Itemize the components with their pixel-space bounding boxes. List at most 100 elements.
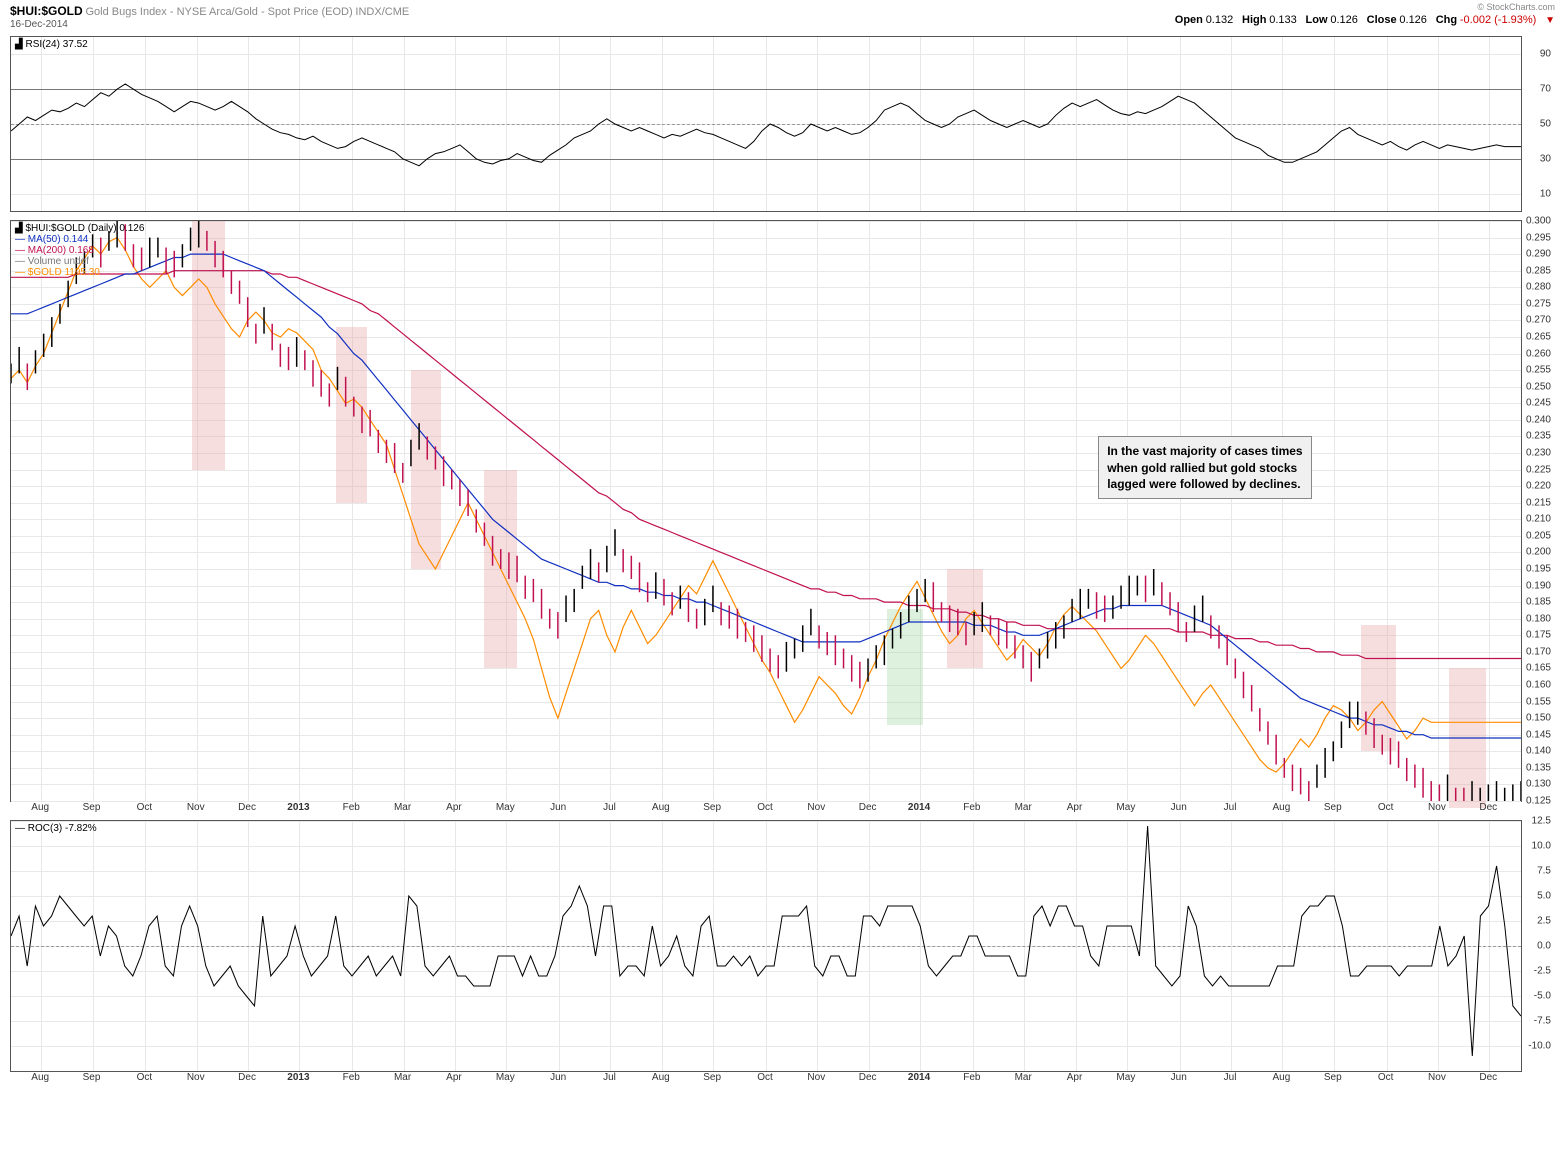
xaxis-label: May [1116, 1072, 1135, 1083]
xaxis-label: Oct [1378, 802, 1394, 813]
xaxis-label: Jun [550, 1072, 566, 1083]
main-ytick: 0.190 [1526, 580, 1551, 591]
main-ytick: 0.255 [1526, 365, 1551, 376]
xaxis-label: Apr [1067, 1072, 1083, 1083]
xaxis-label: Jun [1171, 1072, 1187, 1083]
main-ytick: 0.195 [1526, 564, 1551, 575]
xaxis-label: Jun [550, 802, 566, 813]
open-value: 0.132 [1206, 14, 1234, 26]
main-ytick: 0.300 [1526, 216, 1551, 227]
xaxis-label: Nov [807, 802, 825, 813]
rsi-panel: 1030507090▟ RSI(24) 37.52 [10, 36, 1522, 212]
xaxis-label: Aug [31, 1072, 49, 1083]
xaxis-label: Aug [652, 802, 670, 813]
xaxis-labels-upper: AugSepOctNovDec2013FebMarAprMayJunJulAug… [10, 802, 1520, 816]
roc-ytick: 10.0 [1532, 841, 1551, 852]
main-ytick: 0.160 [1526, 680, 1551, 691]
xaxis-label: Mar [394, 802, 411, 813]
main-ytick: 0.215 [1526, 497, 1551, 508]
xaxis-label: Nov [187, 802, 205, 813]
xaxis-label: Oct [757, 1072, 773, 1083]
main-legend-item: ▟ $HUI:$GOLD (Daily) 0.126 [15, 223, 144, 234]
xaxis-label: Nov [187, 1072, 205, 1083]
symbol-description: Gold Bugs Index - NYSE Arca/Gold - Spot … [85, 6, 352, 18]
main-price-panel: 0.1250.1300.1350.1400.1450.1500.1550.160… [10, 220, 1522, 802]
xaxis-label: Feb [963, 802, 980, 813]
ohlc-row: Open 0.132 High 0.133 Low 0.126 Close 0.… [1175, 14, 1555, 26]
xaxis-label: 2014 [908, 802, 930, 813]
xaxis-label: Nov [1428, 1072, 1446, 1083]
xaxis-label: Sep [703, 1072, 721, 1083]
main-ytick: 0.295 [1526, 232, 1551, 243]
main-ytick: 0.290 [1526, 249, 1551, 260]
roc-ytick: 0.0 [1537, 941, 1551, 952]
main-legend-item: — MA(200) 0.168 [15, 245, 94, 256]
xaxis-label: Sep [83, 1072, 101, 1083]
exchange: INDX/CME [355, 6, 409, 18]
xaxis-label: Apr [446, 1072, 462, 1083]
xaxis-label: Sep [1324, 802, 1342, 813]
xaxis-label: Sep [1324, 1072, 1342, 1083]
xaxis-label: Dec [238, 1072, 256, 1083]
high-value: 0.133 [1269, 14, 1297, 26]
xaxis-label: Dec [238, 802, 256, 813]
xaxis-label: Apr [1067, 802, 1083, 813]
roc-ytick: 12.5 [1532, 816, 1551, 827]
xaxis-label: Jul [1224, 802, 1237, 813]
xaxis-label: Dec [1479, 802, 1497, 813]
main-ytick: 0.270 [1526, 315, 1551, 326]
main-ytick: 0.170 [1526, 646, 1551, 657]
xaxis-label: May [496, 1072, 515, 1083]
main-ytick: 0.250 [1526, 381, 1551, 392]
main-ytick: 0.260 [1526, 348, 1551, 359]
high-label: High [1242, 14, 1266, 26]
main-ytick: 0.175 [1526, 630, 1551, 641]
main-ytick: 0.220 [1526, 481, 1551, 492]
xaxis-label: Jul [603, 802, 616, 813]
stock-chart-container: $HUI:$GOLD Gold Bugs Index - NYSE Arca/G… [0, 0, 1565, 1157]
main-ytick: 0.240 [1526, 414, 1551, 425]
main-legend-item: — MA(50) 0.144 [15, 234, 88, 245]
chg-label: Chg [1436, 14, 1457, 26]
xaxis-label: Feb [963, 1072, 980, 1083]
annotation-box: In the vast majority of cases timeswhen … [1098, 436, 1311, 499]
xaxis-label: Dec [859, 802, 877, 813]
xaxis-label: 2014 [908, 1072, 930, 1083]
chg-value: -0.002 (-1.93%) [1460, 14, 1536, 26]
header-right: © StockCharts.com Open 0.132 High 0.133 … [1175, 4, 1555, 26]
xaxis-label: Oct [137, 1072, 153, 1083]
xaxis-label: Mar [1015, 802, 1032, 813]
xaxis-label: Oct [1378, 1072, 1394, 1083]
chart-date: 16-Dec-2014 [10, 19, 409, 30]
xaxis-labels-lower: AugSepOctNovDec2013FebMarAprMayJunJulAug… [10, 1072, 1520, 1086]
main-ytick: 0.125 [1526, 796, 1551, 807]
xaxis-label: Aug [652, 1072, 670, 1083]
xaxis-label: Sep [703, 802, 721, 813]
roc-panel: -10.0-7.5-5.0-2.50.02.55.07.510.012.5— R… [10, 820, 1522, 1072]
xaxis-label: Sep [83, 802, 101, 813]
xaxis-label: 2013 [287, 802, 309, 813]
xaxis-label: Jul [1224, 1072, 1237, 1083]
rsi-legend-icon: ▟ [15, 39, 25, 50]
close-value: 0.126 [1399, 14, 1427, 26]
main-legend-item: — $GOLD 1195.30 [15, 267, 100, 278]
xaxis-label: Aug [1273, 1072, 1291, 1083]
main-ytick: 0.275 [1526, 298, 1551, 309]
open-label: Open [1175, 14, 1203, 26]
main-ytick: 0.130 [1526, 779, 1551, 790]
main-ytick: 0.185 [1526, 597, 1551, 608]
copyright: © StockCharts.com [1477, 2, 1555, 12]
rsi-ytick: 50 [1540, 119, 1551, 130]
rsi-ytick: 90 [1540, 49, 1551, 60]
xaxis-label: Jul [603, 1072, 616, 1083]
main-ytick: 0.145 [1526, 729, 1551, 740]
main-ytick: 0.200 [1526, 547, 1551, 558]
xaxis-label: Aug [31, 802, 49, 813]
low-value: 0.126 [1330, 14, 1358, 26]
main-ytick: 0.150 [1526, 713, 1551, 724]
roc-ytick: -10.0 [1528, 1041, 1551, 1052]
xaxis-label: Aug [1273, 802, 1291, 813]
low-label: Low [1306, 14, 1328, 26]
header-left: $HUI:$GOLD Gold Bugs Index - NYSE Arca/G… [10, 4, 409, 30]
main-ytick: 0.265 [1526, 332, 1551, 343]
